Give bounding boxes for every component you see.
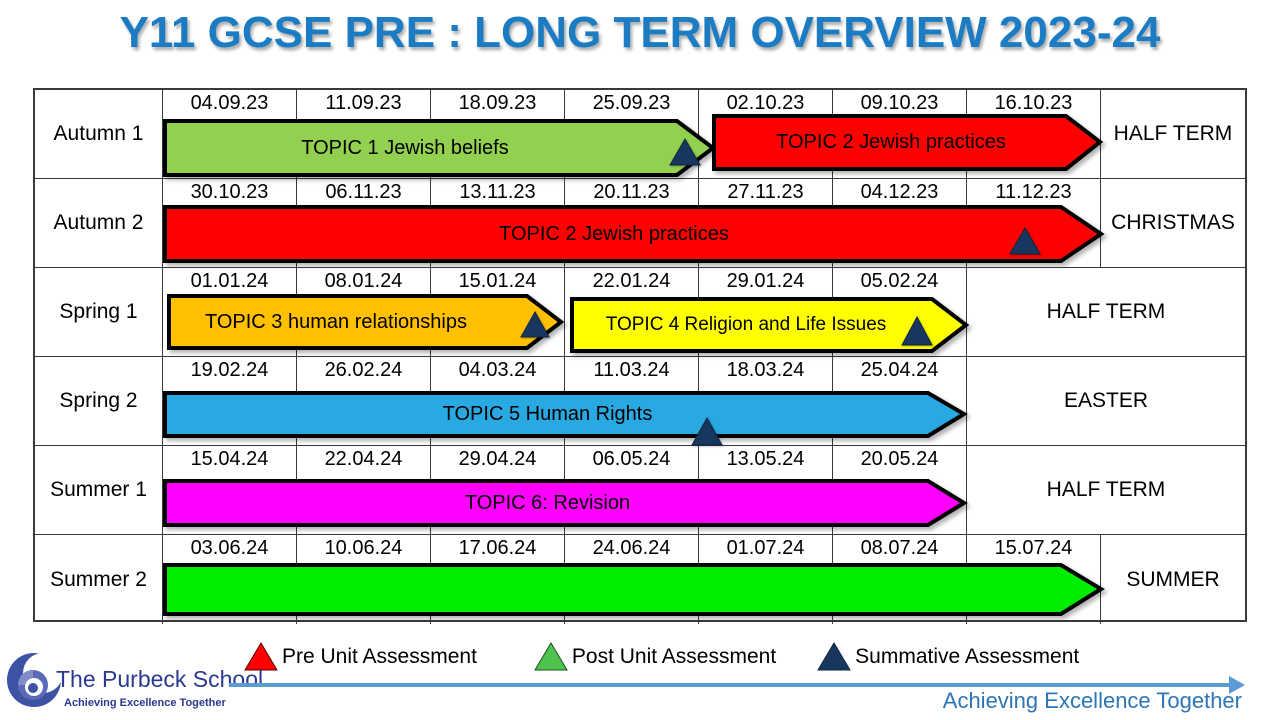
divider-line — [229, 683, 1229, 687]
divider-arrow-icon — [1229, 676, 1245, 694]
school-name: The Purbeck School — [56, 666, 264, 692]
topic-arrow-label: TOPIC 6: Revision — [464, 491, 631, 514]
legend-item-pre-unit: Pre Unit Assessment — [243, 641, 477, 672]
table-row-spring2: Spring 2 19.02.24 26.02.24 04.03.24 11.0… — [35, 357, 1245, 446]
topic-arrow-3: TOPIC 2 Jewish practices — [163, 205, 1105, 263]
school-tagline: Achieving Excellence Together — [64, 697, 226, 709]
date-cell: 15.01.24 — [431, 268, 565, 356]
holiday-cell: CHRISTMAS — [1111, 211, 1235, 234]
table-row-autumn2: Autumn 2 30.10.23 06.11.23 13.11.23 20.1… — [35, 179, 1245, 268]
holiday-cell: SUMMER — [1126, 567, 1220, 591]
topic-arrow-6: TOPIC 5 Human Rights — [163, 391, 968, 438]
post-unit-triangle-icon — [534, 642, 568, 671]
date-cell: 16.10.23 — [967, 90, 1101, 178]
legend-label: Summative Assessment — [855, 644, 1080, 668]
planner-table: Autumn 1 04.09.23 11.09.23 18.09.23 25.0… — [33, 88, 1247, 624]
legend-label: Post Unit Assessment — [571, 644, 777, 668]
term-cell: Autumn 2 — [35, 179, 163, 267]
summative-assessment-marker-icon — [901, 315, 933, 346]
table-row-spring1: Spring 1 01.01.24 08.01.24 15.01.24 22.0… — [35, 268, 1245, 357]
page-title: Y11 GCSE PRE : LONG TERM OVERVIEW 2023-2… — [119, 8, 1161, 57]
summative-triangle-icon — [817, 642, 852, 671]
date-cell: 20.05.24 — [833, 446, 967, 534]
topic-arrow-2: TOPIC 2 Jewish practices — [712, 114, 1104, 171]
summative-assessment-marker-icon — [669, 137, 701, 166]
summative-assessment-marker-icon — [520, 310, 550, 338]
term-cell: Spring 1 — [35, 268, 163, 356]
table-row-summer1: Summer 1 15.04.24 22.04.24 29.04.24 06.0… — [35, 446, 1245, 535]
term-cell: Summer 1 — [35, 446, 163, 534]
holiday-cell: HALF TERM — [1046, 300, 1166, 323]
summative-assessment-marker-icon — [691, 416, 723, 446]
date-cell: 25.09.23 — [565, 90, 699, 178]
topic-arrow-5: TOPIC 4 Religion and Life Issues — [570, 297, 970, 353]
legend-item-summative: Summative Assessment — [816, 641, 1079, 672]
term-cell: Spring 2 — [35, 357, 163, 445]
footer-slogan: Achieving Excellence Together — [942, 688, 1242, 713]
school-logo-nautilus-icon — [7, 653, 63, 707]
date-cell: 11.12.23 — [967, 179, 1101, 267]
holiday-cell: EASTER — [1063, 389, 1149, 412]
topic-arrow-label: TOPIC 3 human relationships — [205, 310, 467, 333]
holiday-cell: HALF TERM — [1046, 478, 1166, 501]
pre-unit-triangle-icon — [244, 642, 278, 671]
topic-arrow-label: TOPIC 1 Jewish beliefs — [301, 136, 509, 159]
holiday-cell: HALF TERM — [1113, 122, 1233, 145]
term-cell: Autumn 1 — [35, 90, 163, 178]
summative-assessment-marker-icon — [1009, 226, 1041, 255]
topic-arrow-4: TOPIC 3 human relationships — [167, 294, 565, 350]
topic-arrow-1: TOPIC 1 Jewish beliefs — [163, 119, 717, 177]
topic-arrow-label: TOPIC 5 Human Rights — [442, 403, 653, 425]
term-cell: Summer 2 — [35, 535, 163, 624]
legend-label: Pre Unit Assessment — [282, 644, 477, 668]
assessment-legend: Pre Unit Assessment Post Unit Assessment… — [243, 641, 1079, 672]
topic-arrow-label: TOPIC 2 Jewish practices — [776, 131, 1006, 153]
date-cell: 05.02.24 — [833, 268, 967, 356]
topic-arrow-label: TOPIC 2 Jewish practices — [499, 222, 729, 245]
topic-arrow-label: TOPIC 4 Religion and Life Issues — [605, 314, 887, 335]
date-cell: 15.07.24 — [967, 535, 1101, 624]
topic-arrow-8 — [163, 563, 1105, 616]
topic-arrow-label — [163, 563, 1065, 616]
legend-item-post-unit: Post Unit Assessment — [533, 641, 776, 672]
date-cell: 25.04.24 — [833, 357, 967, 445]
topic-arrow-7: TOPIC 6: Revision — [163, 479, 968, 527]
